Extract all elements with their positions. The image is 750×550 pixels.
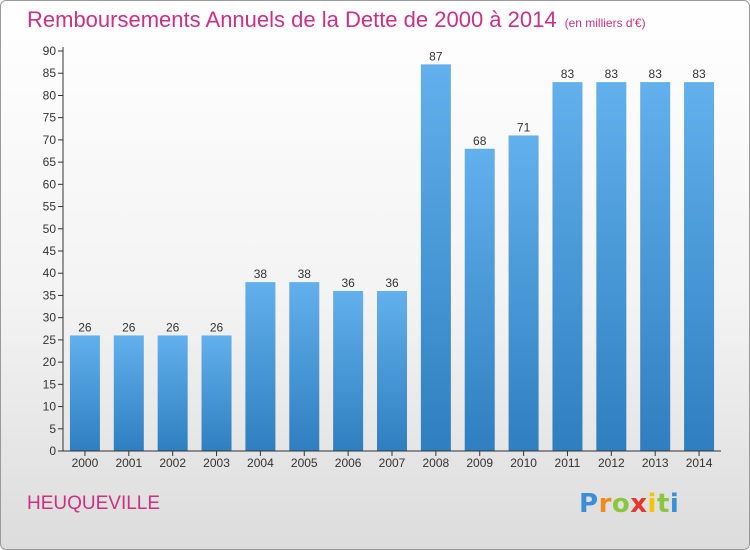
- y-axis: 0 5 10 15 20 25 30 35 40 45 50 55 60 65 70 75 80 85 90: [43, 44, 64, 458]
- bar-value-label: 38: [298, 267, 312, 281]
- y-tick-label: 55: [43, 200, 57, 214]
- logo-letter: t: [656, 489, 670, 519]
- bar-2005: [289, 282, 320, 451]
- proxiti-logo: Proxiti: [579, 489, 679, 519]
- y-tick-label: 45: [43, 244, 57, 258]
- x-axis: 2000 2001 2002 2003 2004 2005 2006 2007 2008 2009…: [63, 450, 721, 470]
- x-tick-label: 2007: [379, 456, 406, 470]
- bar-value-label: 26: [166, 320, 180, 334]
- logo-letter: i: [669, 489, 680, 519]
- bar-2011: [552, 82, 583, 451]
- x-tick-label: 2012: [598, 456, 625, 470]
- x-tick-label: 2002: [159, 456, 186, 470]
- chart-subtitle: (en milliers d'€): [564, 16, 646, 30]
- x-tick-label: 2008: [423, 456, 450, 470]
- logo-letter: P: [579, 489, 599, 519]
- bar-value-label: 68: [473, 134, 487, 148]
- x-tick-label: 2001: [115, 456, 142, 470]
- chart-title-text: Remboursements Annuels de la Dette de 20…: [27, 7, 557, 32]
- logo-letter: r: [598, 489, 612, 519]
- y-tick-label: 15: [43, 377, 57, 391]
- y-tick-label: 60: [43, 177, 57, 191]
- bar-value-label: 87: [429, 49, 443, 63]
- bar-2000: [69, 335, 100, 451]
- y-tick-label: 40: [43, 266, 57, 280]
- y-tick-label: 90: [43, 44, 57, 58]
- place-name: HEUQUEVILLE: [27, 493, 161, 514]
- x-tick-label: 2009: [466, 456, 493, 470]
- logo-letter: o: [611, 489, 631, 519]
- y-tick-label: 70: [43, 133, 57, 147]
- bar-2010: [508, 135, 539, 451]
- chart-title: Remboursements Annuels de la Dette de 20…: [27, 7, 646, 33]
- y-tick-label: 30: [43, 311, 57, 325]
- y-tick-label: 80: [43, 88, 57, 102]
- x-tick-label: 2013: [642, 456, 669, 470]
- x-tick-label: 2014: [686, 456, 713, 470]
- bar-value-label: 26: [122, 320, 136, 334]
- x-tick-label: 2000: [72, 456, 99, 470]
- bar-2008: [420, 64, 451, 452]
- bar-2012: [596, 82, 627, 451]
- bar-value-label: 36: [341, 276, 355, 290]
- bar-value-label: 36: [385, 276, 399, 290]
- bar-value-label: 71: [517, 120, 531, 134]
- bar-2001: [113, 335, 144, 451]
- bar-2003: [201, 335, 232, 451]
- y-tick-label: 35: [43, 288, 57, 302]
- y-tick-label: 65: [43, 155, 57, 169]
- bar-value-label: 83: [605, 67, 619, 81]
- x-tick-label: 2005: [291, 456, 318, 470]
- x-tick-label: 2010: [510, 456, 537, 470]
- bar-2009: [464, 148, 495, 451]
- y-tick-label: 50: [43, 222, 57, 236]
- y-tick-label: 75: [43, 111, 57, 125]
- x-tick-label: 2003: [203, 456, 230, 470]
- bar-2004: [245, 282, 276, 451]
- bar-2007: [377, 291, 407, 451]
- bar-value-label: 83: [649, 67, 663, 81]
- x-tick-label: 2006: [335, 456, 362, 470]
- y-tick-label: 25: [43, 333, 57, 347]
- bar-value-label: 38: [254, 267, 268, 281]
- bars: 26 26 26 26 38 38 36 36 87 68 71 83 83 83 83: [69, 49, 715, 452]
- bar-value-label: 26: [78, 320, 92, 334]
- bar-2006: [333, 291, 364, 451]
- bar-value-label: 83: [692, 67, 706, 81]
- y-tick-label: 10: [43, 400, 57, 414]
- x-tick-label: 2004: [247, 456, 274, 470]
- y-tick-label: 85: [43, 66, 57, 80]
- bar-2002: [157, 335, 188, 451]
- x-tick-label: 2011: [555, 456, 581, 470]
- y-tick-label: 20: [43, 355, 57, 369]
- bar-2013: [640, 82, 671, 451]
- logo-letter: i: [647, 489, 657, 519]
- logo-letter: x: [630, 489, 648, 519]
- bar-value-label: 83: [561, 67, 575, 81]
- bar-value-label: 26: [210, 320, 224, 334]
- y-tick-label: 0: [49, 444, 56, 458]
- bar-2014: [684, 82, 715, 451]
- y-tick-label: 5: [49, 422, 56, 436]
